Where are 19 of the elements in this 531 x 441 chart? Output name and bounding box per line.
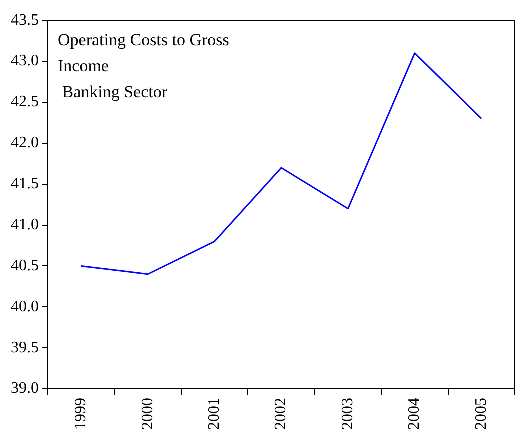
text: Banking Sector xyxy=(58,82,168,102)
x-tick-label: 2005 xyxy=(472,398,490,430)
y-tick-label: 39.5 xyxy=(11,339,39,356)
y-tick-label: 40.0 xyxy=(11,298,39,316)
x-tick-label: 2002 xyxy=(272,398,290,430)
y-tick-label: 39.0 xyxy=(11,380,39,398)
x-tick-label: 2003 xyxy=(339,398,356,430)
y-tick-label: 42.0 xyxy=(11,134,39,152)
x-tick-label: 2000 xyxy=(139,398,156,430)
y-tick-label: 40.5 xyxy=(11,257,39,274)
x-tick-label: 2004 xyxy=(406,398,424,430)
y-tick-label: 41.5 xyxy=(11,176,39,193)
y-tick-label: 43.5 xyxy=(11,12,39,29)
y-tick-label: 43.0 xyxy=(11,52,39,70)
y-tick-label: 41.0 xyxy=(11,216,39,234)
text: Operating Costs to Gross Income xyxy=(58,30,230,76)
x-tick-label: 2001 xyxy=(206,398,223,430)
y-tick-label: 42.5 xyxy=(11,94,39,111)
x-tick-label: 1999 xyxy=(72,398,90,430)
